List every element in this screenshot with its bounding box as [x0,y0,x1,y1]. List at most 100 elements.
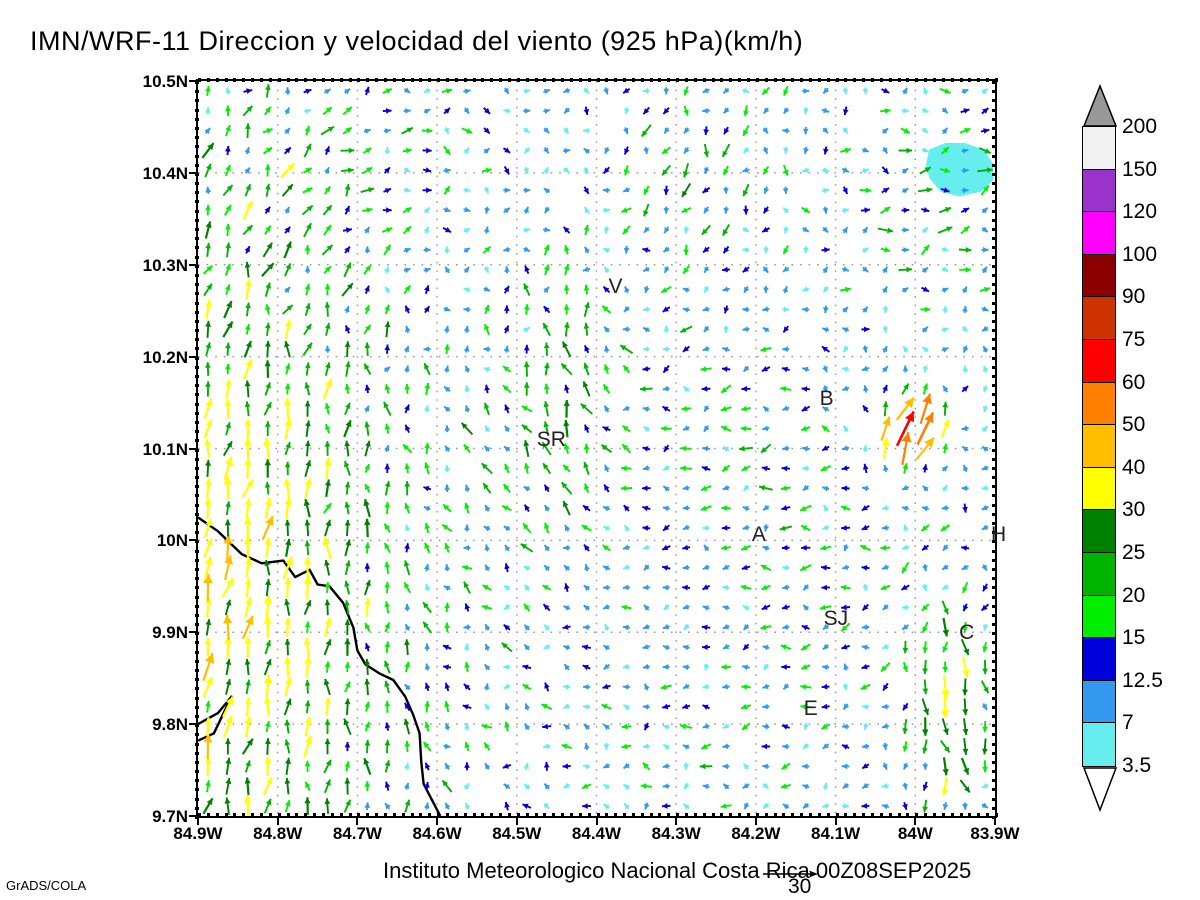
colorbar-tick-label: 30 [1122,498,1146,522]
x-axis-tick-label: 84.5W [492,824,542,843]
frame-tick [195,347,199,351]
frame-tick [992,613,996,617]
frame-tick [992,136,996,140]
frame-tick [552,78,556,82]
frame-tick [195,641,199,645]
frame-tick [667,78,671,82]
frame-tick [195,531,199,535]
frame-tick [375,813,379,817]
frame-tick [286,78,290,82]
frame-tick [195,356,199,360]
frame-tick [941,78,945,82]
frame-tick [195,420,199,424]
frame-tick [992,402,996,406]
frame-tick [233,813,237,817]
frame-tick [375,78,379,82]
frame-tick [826,813,830,817]
x-axis-tick [276,817,279,825]
frame-tick [195,577,199,581]
y-axis-tick [189,815,197,817]
frame-tick [195,255,199,259]
frame-tick [738,78,742,82]
frame-tick [195,669,199,672]
y-axis-tick-label: 10.1N [142,439,188,459]
frame-tick [321,813,325,817]
y-axis-tick-label: 10.2N [142,347,188,367]
colorbar-tick-label: 60 [1122,370,1146,394]
y-axis-tick [189,171,197,174]
frame-tick [206,813,210,817]
colorbar-tick-label: 40 [1122,455,1146,479]
frame-tick [992,659,996,663]
frame-tick [941,813,945,817]
frame-tick [534,78,538,82]
frame-tick [481,78,485,82]
frame-tick [195,760,199,764]
frame-tick [587,813,591,817]
y-axis-tick [189,723,197,726]
frame-tick [224,813,228,817]
frame-tick [195,650,199,654]
frame-tick [195,310,199,314]
frame-tick [992,485,996,489]
colorbar-block [1083,169,1115,213]
x-axis-tick [436,817,439,825]
frame-tick [313,813,317,817]
colorbar-block [1083,425,1115,468]
colorbar-tick-label: 12.5 [1122,668,1163,692]
frame-tick [853,813,857,817]
frame-tick [596,813,600,817]
frame-tick [313,78,317,82]
frame-tick [195,375,199,378]
frame-tick [992,209,996,213]
frame-tick [676,813,680,817]
colorbar-block [1083,382,1115,426]
frame-tick [871,78,875,82]
frame-tick [195,117,199,121]
frame-tick [516,78,520,82]
frame-tick [992,751,996,755]
frame-tick [897,813,901,817]
x-axis-tick [356,817,359,825]
frame-tick [277,813,281,817]
colorbar-block [1083,254,1115,298]
frame-tick [195,329,199,333]
frame-tick [992,678,996,682]
frame-tick [992,632,996,636]
frame-tick [631,78,635,82]
frame-tick [454,813,458,817]
frame-tick [950,813,954,817]
frame-tick [992,384,996,388]
x-axis-tick-label: 84.6W [412,824,462,843]
frame-tick [198,78,201,82]
frame-tick [992,522,996,525]
frame-tick [215,78,219,82]
frame-tick [195,816,199,819]
y-axis-tick [189,263,197,266]
frame-tick [561,78,565,82]
footer-institution: Instituto Meteorologico Nacional Costa R… [383,858,972,883]
frame-tick [995,813,998,817]
frame-tick [525,813,529,817]
frame-tick [992,641,996,645]
x-axis-tick-label: 84.9W [173,824,223,843]
frame-tick [992,779,996,783]
colorbar-over-arrow-icon [1082,84,1118,127]
frame-tick [992,228,996,231]
frame-tick [195,136,199,140]
frame-tick [915,78,919,82]
frame-tick [596,78,600,82]
frame-tick [195,751,199,755]
frame-tick [295,78,299,82]
frame-tick [992,365,996,369]
frame-tick [206,78,210,82]
frame-tick [454,78,458,82]
frame-tick [992,329,996,333]
frame-tick [773,813,777,817]
y-axis-tick-label: 10.5N [142,72,188,91]
y-axis-tick [189,539,197,542]
frame-tick [658,813,662,817]
frame-tick [879,813,883,817]
frame-tick [992,191,996,195]
frame-tick [383,78,387,82]
